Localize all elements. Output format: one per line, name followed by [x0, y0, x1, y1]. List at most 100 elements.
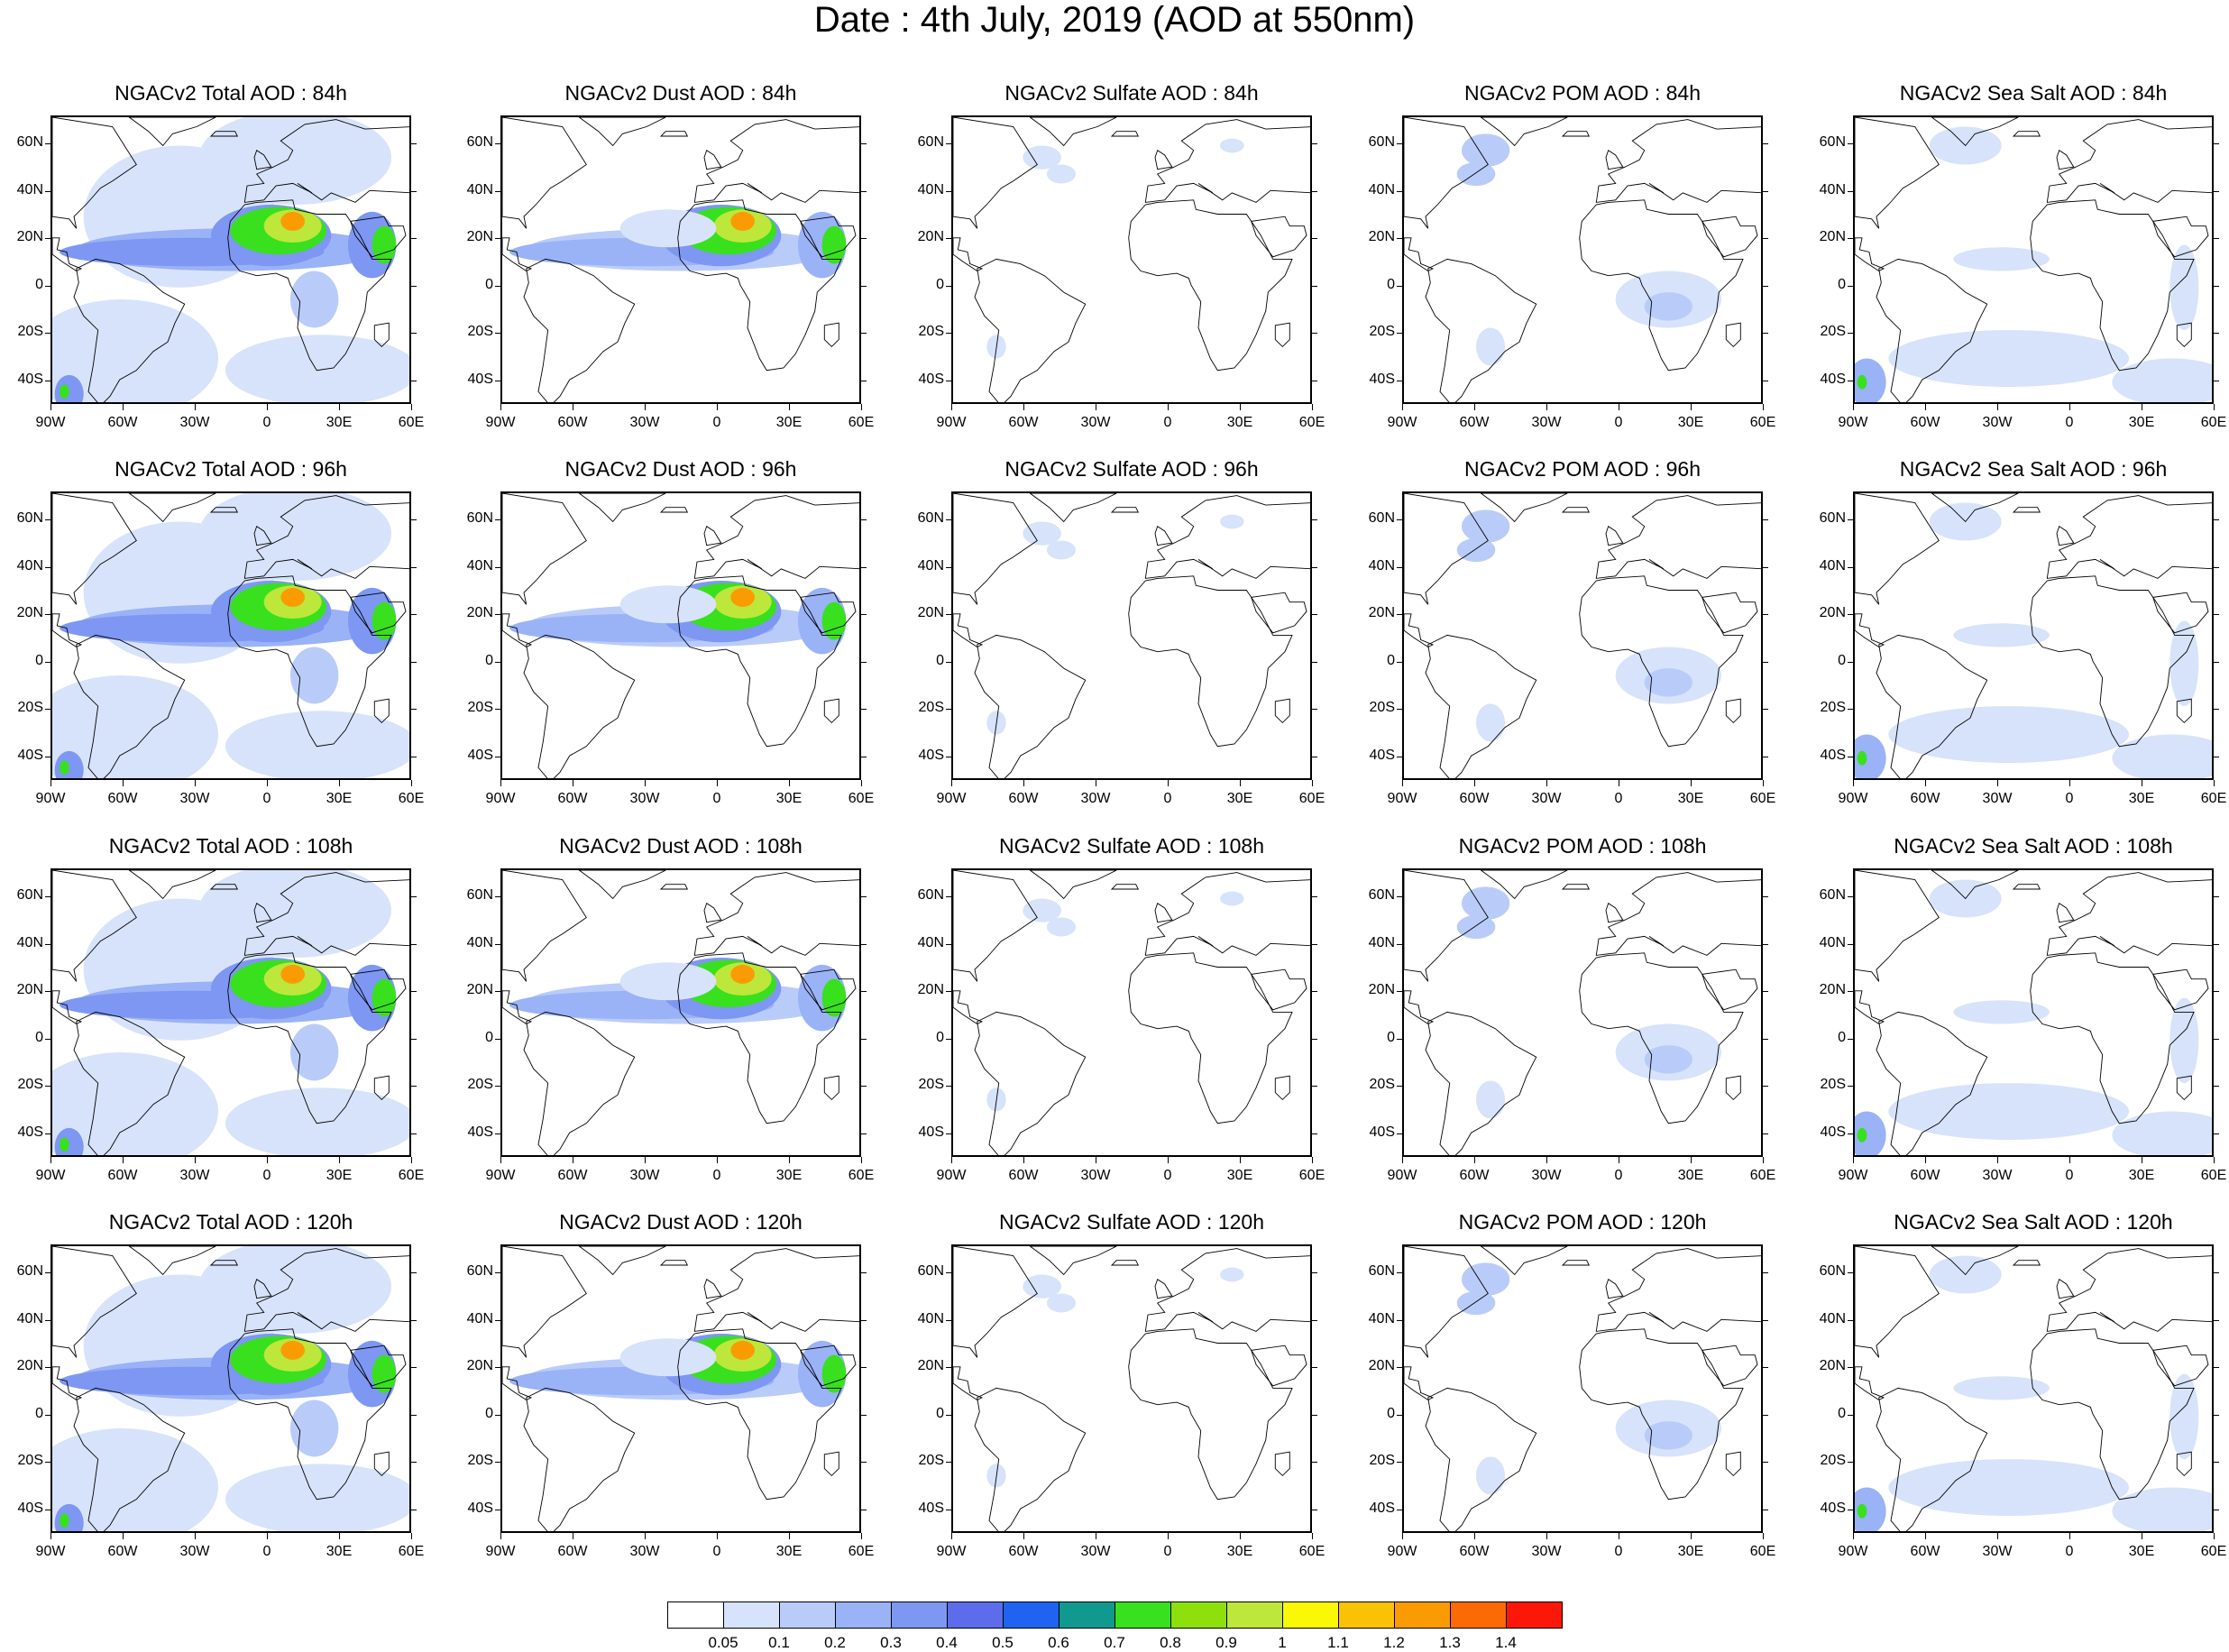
map-panel-seasalt-84h: NGACv2 Sea Salt AOD : 84h 60N 40N 20N 0 20S 40…	[1802, 79, 2229, 440]
colorbar-swatch	[1003, 1602, 1059, 1629]
coastline	[73, 1387, 186, 1531]
lon-tick	[789, 780, 790, 786]
aod-shading	[372, 601, 397, 640]
lat-tick-label: 0	[485, 1405, 493, 1421]
aod-shading	[198, 117, 391, 206]
lon-tick-label: 60E	[398, 1544, 425, 1559]
lon-tick-label: 90W	[936, 791, 967, 806]
coastline	[350, 1345, 407, 1387]
map-frame	[951, 491, 1312, 780]
aod-shading	[2169, 1373, 2199, 1460]
lon-tick-label: 30W	[1531, 415, 1562, 430]
lon-tick	[1168, 780, 1169, 786]
lon-tick	[1474, 1533, 1475, 1539]
lat-tick	[495, 896, 500, 898]
lat-tick	[1312, 1133, 1317, 1134]
lat-tick	[861, 1086, 867, 1088]
lon-tick-label: 60W	[1459, 415, 1490, 430]
lat-tick	[411, 1414, 417, 1416]
lat-tick	[411, 1272, 417, 1274]
lon-tick-label: 60E	[1298, 415, 1325, 430]
coastline	[659, 131, 689, 137]
map-frame	[50, 491, 411, 780]
lat-tick-label: 60N	[917, 510, 944, 527]
colorbar-swatch	[1282, 1602, 1339, 1629]
lat-tick	[1397, 285, 1402, 287]
lat-tick	[861, 519, 867, 521]
coastline	[1855, 870, 1940, 982]
coastline	[502, 990, 533, 1025]
lon-tick-label: 0	[1614, 415, 1623, 430]
lat-tick	[2214, 991, 2219, 993]
lon-tick-label: 30W	[1531, 791, 1562, 806]
map-frame	[1853, 491, 2214, 780]
lat-tick-label: 60N	[1819, 887, 1846, 904]
coastline	[953, 613, 984, 648]
lon-tick	[267, 1533, 268, 1539]
lat-tick-label: 60N	[1368, 510, 1395, 527]
lat-tick-label: 0	[485, 652, 493, 668]
map-svg	[502, 870, 859, 1155]
lat-tick-label: 40S	[17, 1124, 43, 1140]
lat-tick	[1312, 519, 1317, 521]
coastline	[52, 237, 83, 272]
lat-tick	[1312, 1086, 1317, 1088]
lon-tick-label: 60E	[398, 1168, 425, 1183]
lat-tick	[1397, 566, 1402, 568]
lat-tick	[861, 661, 867, 663]
lat-tick-label: 40N	[917, 934, 944, 950]
lon-tick	[1997, 780, 1998, 786]
lon-tick	[1402, 404, 1403, 410]
lat-tick-label: 20N	[917, 982, 944, 998]
coastline	[703, 1279, 722, 1299]
lat-tick	[45, 661, 50, 663]
lon-tick-label: 0	[1614, 1168, 1623, 1183]
coastline	[800, 216, 857, 258]
coastline	[253, 903, 272, 923]
coastline	[1154, 1279, 1173, 1299]
lon-tick	[2214, 1533, 2215, 1539]
lat-tick-label: 40N	[1819, 1310, 1846, 1326]
coastline	[1425, 1387, 1537, 1531]
coastline	[502, 870, 587, 982]
lon-tick-label: 90W	[1838, 1168, 1868, 1183]
coastline	[1274, 322, 1290, 348]
lat-tick-label: 40S	[1820, 1500, 1846, 1516]
coastline	[1931, 117, 2019, 147]
lon-tick-label: 60E	[2200, 1168, 2227, 1183]
panel-title: NGACv2 Sea Salt AOD : 108h	[1894, 834, 2173, 858]
aod-shading	[619, 962, 717, 1001]
panel-title: NGACv2 Dust AOD : 120h	[559, 1210, 803, 1234]
lat-tick	[411, 991, 417, 993]
lon-tick	[339, 1157, 340, 1163]
lon-tick-label: 0	[262, 1544, 271, 1559]
coastline	[373, 1075, 390, 1101]
lon-tick	[1312, 1157, 1313, 1163]
lat-tick	[2214, 614, 2219, 616]
coastline	[52, 1246, 137, 1358]
lon-tick	[1023, 1157, 1024, 1163]
lat-tick	[1763, 1414, 1768, 1416]
lat-tick-label: 0	[936, 276, 944, 292]
coastline	[1931, 870, 2019, 900]
map-svg	[52, 1246, 409, 1531]
aod-shading	[619, 1338, 717, 1377]
map-panel-pom-108h: NGACv2 POM AOD : 108h 60N 40N 20N 0 20S 40S 90W…	[1352, 832, 1784, 1193]
map-panel-seasalt-120h: NGACv2 Sea Salt AOD : 120h 60N 40N 20N 0 20S 4…	[1802, 1208, 2229, 1569]
lon-tick-label: 60E	[1749, 791, 1776, 806]
coastline	[1579, 952, 1744, 1124]
map-panel-sulfate-108h: NGACv2 Sulfate AOD : 108h 60N 40N 20N 0 20S 40…	[901, 832, 1334, 1193]
coastline	[1154, 526, 1173, 546]
lat-tick	[1397, 1272, 1402, 1274]
aod-shading	[1953, 247, 2050, 271]
aod-shading	[290, 1023, 339, 1081]
coastline	[1154, 903, 1173, 923]
coastline	[2056, 1279, 2075, 1299]
lon-tick	[339, 404, 340, 410]
lat-tick-label: 20N	[917, 229, 944, 245]
lat-tick	[495, 614, 500, 616]
coastline	[1480, 870, 1568, 900]
map-svg	[1404, 1246, 1761, 1531]
lon-tick	[951, 1533, 952, 1539]
lat-tick	[411, 333, 417, 335]
